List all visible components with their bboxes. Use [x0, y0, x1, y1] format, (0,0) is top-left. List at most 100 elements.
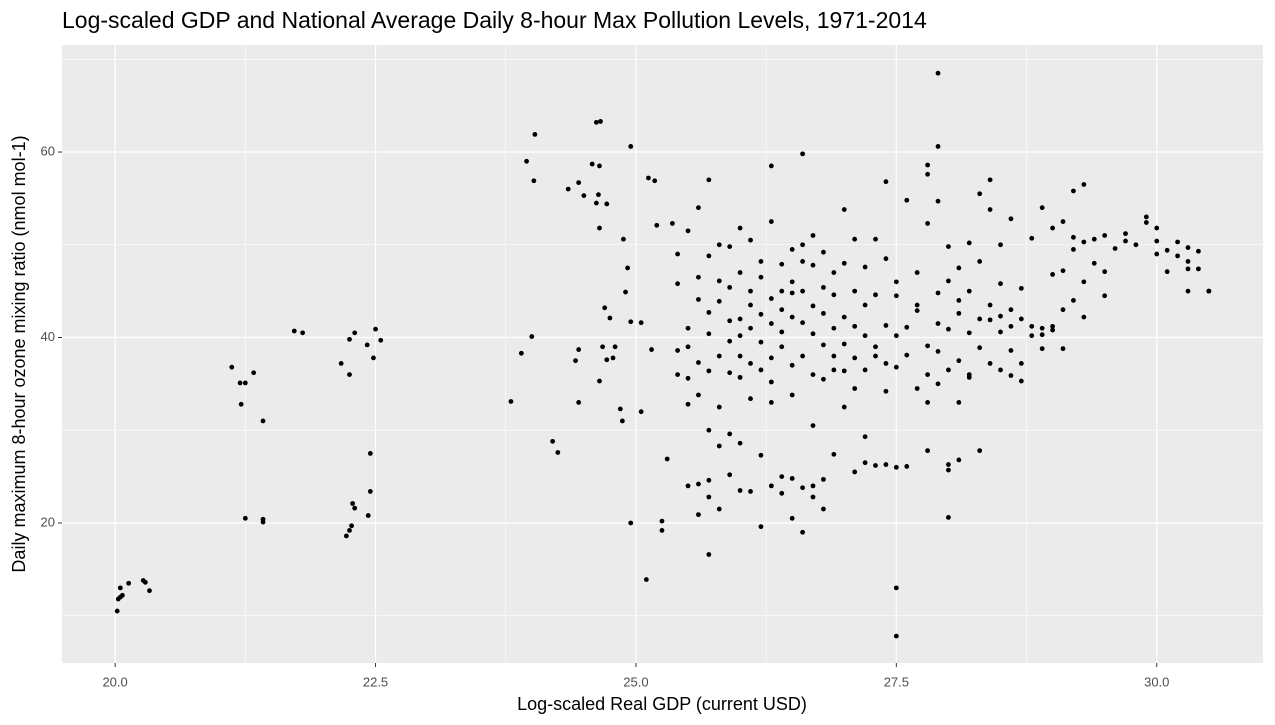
point [893, 585, 899, 591]
y-tick-label: 20 [41, 514, 55, 529]
point [800, 529, 805, 535]
point [956, 358, 962, 364]
point [925, 448, 930, 454]
point [779, 288, 785, 294]
point [768, 296, 774, 301]
point [831, 325, 837, 331]
point [596, 192, 601, 198]
point [862, 460, 868, 466]
point [1175, 239, 1180, 245]
point [800, 151, 805, 157]
point [779, 329, 785, 335]
point [1185, 259, 1191, 264]
point [685, 344, 691, 350]
point [821, 506, 826, 512]
point [873, 463, 878, 468]
point [126, 580, 132, 586]
point [597, 378, 602, 384]
point [883, 361, 889, 366]
point [789, 362, 795, 368]
point [831, 292, 837, 298]
point [347, 336, 352, 342]
point [706, 368, 712, 374]
point [696, 512, 701, 518]
point [727, 318, 733, 324]
point [1185, 245, 1191, 250]
point [987, 177, 993, 183]
point [852, 386, 858, 391]
point [1008, 323, 1014, 329]
point [610, 355, 616, 361]
point [748, 489, 753, 494]
point [649, 347, 654, 352]
point [350, 501, 356, 506]
point [1050, 272, 1055, 277]
point [1091, 236, 1097, 242]
point [1143, 220, 1149, 225]
point [737, 353, 743, 359]
point [821, 310, 826, 316]
point [789, 246, 795, 252]
point [1029, 323, 1035, 329]
point [625, 265, 631, 271]
point [810, 262, 816, 268]
point [800, 320, 805, 326]
point [1039, 346, 1045, 352]
point [1018, 361, 1024, 366]
point [935, 198, 941, 204]
point [800, 242, 805, 248]
point [716, 278, 722, 284]
point [1039, 332, 1045, 338]
point [821, 476, 826, 482]
point [1050, 323, 1055, 329]
point [768, 163, 774, 169]
point [831, 270, 837, 275]
point [1008, 373, 1014, 378]
point [352, 330, 358, 336]
point [841, 341, 847, 347]
point [1175, 253, 1180, 259]
point [998, 367, 1003, 373]
point [600, 344, 606, 350]
point [789, 392, 795, 398]
x-tick-label: 20.0 [102, 674, 127, 689]
point [1154, 225, 1160, 231]
point [800, 485, 805, 491]
point [737, 316, 743, 322]
point [685, 401, 691, 407]
point [727, 285, 733, 290]
point [628, 520, 634, 526]
point [716, 404, 722, 410]
point [1112, 246, 1118, 251]
point [935, 144, 941, 149]
point [800, 353, 805, 359]
x-axis-title: Log-scaled Real GDP (current USD) [517, 694, 807, 714]
point [748, 396, 753, 402]
point [977, 448, 983, 454]
point [555, 450, 561, 455]
point [758, 259, 764, 264]
point [706, 494, 712, 500]
point [373, 326, 378, 332]
point [352, 505, 358, 511]
point [987, 207, 993, 212]
point [685, 375, 691, 381]
point [956, 297, 962, 303]
points [114, 70, 1212, 639]
point [841, 368, 847, 374]
point [893, 279, 899, 285]
point [779, 344, 785, 350]
y-tick-label: 40 [41, 329, 55, 344]
point [987, 302, 993, 308]
point [1206, 288, 1212, 294]
point [147, 588, 152, 594]
point [260, 519, 266, 525]
point [810, 494, 816, 500]
point [925, 372, 930, 377]
point [1039, 205, 1045, 211]
point [597, 225, 602, 231]
point [1008, 216, 1014, 222]
point [1018, 378, 1024, 384]
point [977, 259, 983, 264]
point [685, 228, 691, 234]
